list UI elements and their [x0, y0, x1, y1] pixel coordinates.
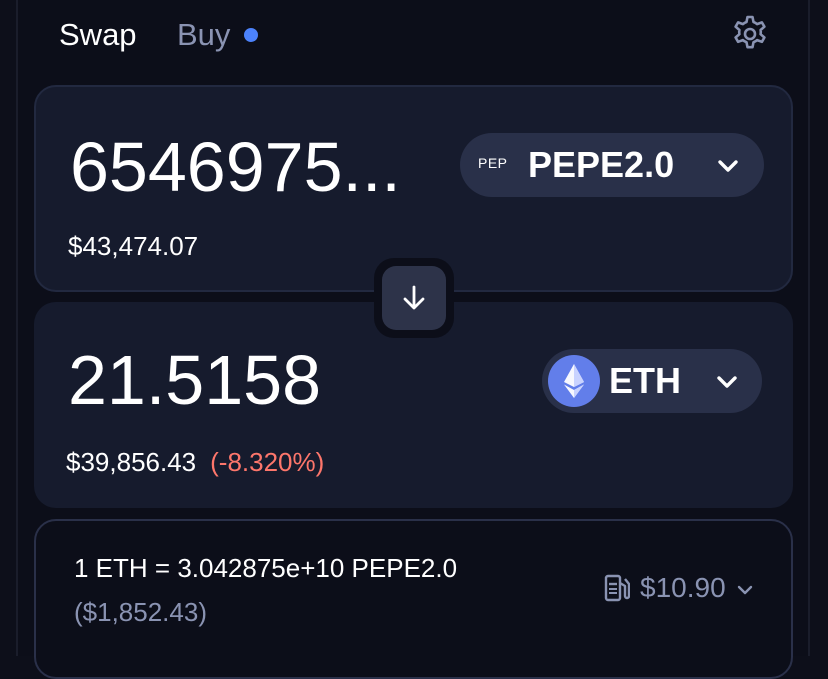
exchange-rate-text: 1 ETH = 3.042875e+10 PEPE2.0 — [74, 553, 458, 583]
gas-cost: $10.90 — [640, 572, 726, 603]
token-logo-placeholder: PEP — [478, 155, 508, 171]
output-panel: 21.5158 $39,856.43 (-8.320%) ETH — [34, 302, 793, 508]
output-token-selector[interactable]: ETH — [542, 349, 762, 413]
gas-pump-icon — [604, 574, 630, 602]
chevron-down-icon — [717, 376, 737, 388]
output-usd-amount: $39,856.43 — [66, 447, 197, 477]
input-panel: 6546975... $43,474.07 PEP PEPE2.0 — [34, 85, 793, 292]
output-token-symbol: ETH — [609, 360, 681, 401]
switch-button-frame — [374, 258, 454, 338]
price-impact: (-8.320%) — [210, 447, 325, 477]
input-token-symbol: PEPE2.0 — [528, 144, 675, 185]
tab-buy[interactable]: Buy — [177, 17, 231, 52]
switch-tokens-button[interactable] — [382, 266, 446, 330]
tab-swap[interactable]: Swap — [59, 17, 137, 52]
chevron-down-icon — [737, 585, 753, 595]
input-amount-field[interactable]: 6546975... — [70, 128, 401, 206]
exchange-rate-usd: ($1,852.43) — [74, 597, 207, 627]
input-token-selector[interactable]: PEP PEPE2.0 — [460, 133, 764, 197]
exchange-rate-box[interactable]: 1 ETH = 3.042875e+10 PEPE2.0 ($1,852.43)… — [34, 519, 793, 679]
gear-icon[interactable] — [728, 12, 772, 56]
input-usd-value: $43,474.07 — [68, 231, 199, 261]
arrow-down-icon — [403, 285, 425, 310]
output-amount-field[interactable]: 21.5158 — [68, 341, 322, 419]
chevron-down-icon — [718, 160, 738, 172]
buy-notification-dot — [244, 28, 258, 42]
output-usd-value: $39,856.43 (-8.320%) — [66, 446, 324, 478]
ethereum-icon — [548, 355, 600, 407]
